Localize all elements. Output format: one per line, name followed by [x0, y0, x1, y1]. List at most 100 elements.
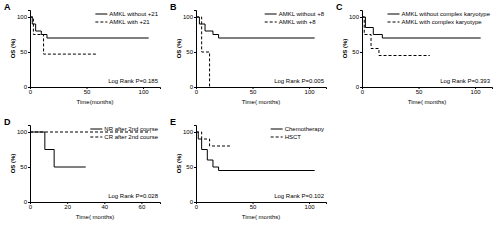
tick: 50 — [84, 87, 91, 95]
tick-mark — [28, 17, 30, 18]
tick: 50 — [186, 164, 196, 170]
x-axis: 050100 — [29, 87, 161, 95]
lines — [196, 17, 315, 87]
y-axis: 0 50 100 — [17, 126, 31, 206]
tick: 60 — [139, 202, 146, 210]
axis-line — [360, 11, 363, 88]
tick: 0 — [24, 84, 30, 90]
tick: 0 — [361, 87, 365, 95]
axis-line — [28, 11, 31, 88]
legend-label: CR after 2nd course — [104, 134, 158, 140]
tick-label: 0 — [24, 84, 28, 90]
x-axis-title: Time( months) — [408, 99, 446, 105]
tick-label: 50 — [20, 49, 27, 55]
panel-title: C — [336, 2, 343, 12]
lines — [196, 132, 315, 171]
tick-mark — [360, 87, 362, 88]
tick-label: 50 — [250, 89, 257, 95]
tick: 100 — [305, 87, 316, 95]
legend-swatch — [271, 129, 283, 130]
tick: 0 — [190, 84, 196, 90]
survival-line — [30, 132, 86, 167]
legend-entry: AMKL without complex karyotype — [388, 11, 491, 17]
tick-mark — [28, 52, 30, 53]
survival-line — [196, 17, 210, 87]
tick: 50 — [20, 164, 30, 170]
legend-label: HSCT — [285, 134, 302, 140]
x-axis: 0 50 100 — [195, 87, 327, 95]
y-axis-title: OS (%) — [10, 39, 16, 59]
legend-label: AMKL with +8 — [279, 19, 317, 25]
tick-label: 50 — [20, 164, 27, 170]
tick-label: 0 — [195, 204, 199, 210]
tick-label: 100 — [305, 89, 316, 95]
y-axis-title: OS (%) — [176, 39, 182, 59]
tick-mark — [194, 52, 196, 53]
panel: E050100050100Time( months)OS (%)Chemothe… — [170, 117, 327, 220]
tick-mark — [194, 87, 196, 88]
legend-label: AMKL with complex karyotype — [402, 19, 483, 25]
tick: 0 — [195, 87, 199, 95]
legend-swatch — [95, 22, 107, 23]
tick-mark — [194, 167, 196, 168]
plot: 050100050100Time( months)OS (%)Chemother… — [176, 126, 327, 221]
tick-label: 50 — [352, 49, 359, 55]
panel: A050100050100Time(months)OS (%)AMKL with… — [4, 2, 161, 105]
tick: 100 — [471, 87, 482, 95]
legend-label: AMKL without +8 — [279, 11, 325, 17]
survival-line — [30, 17, 98, 54]
y-axis: 0 50 100 — [17, 11, 31, 91]
tick: 50 — [20, 49, 30, 55]
plot: 050100050100Time( months)OS (%)AMKL with… — [176, 11, 327, 106]
tick: 50 — [250, 87, 257, 95]
tick: 100 — [17, 129, 30, 135]
y-axis-title: OS (%) — [176, 154, 182, 174]
x-axis-title: Time( months) — [242, 214, 280, 220]
tick-label: 20 — [64, 204, 71, 210]
tick: 100 — [183, 129, 196, 135]
tick: 20 — [64, 202, 71, 210]
legend-label: Chemotherapy — [285, 126, 324, 132]
tick-mark — [28, 87, 30, 88]
legend-swatch — [265, 22, 277, 23]
tick: 50 — [352, 49, 362, 55]
tick: 50 — [186, 49, 196, 55]
legend-label: AMKL without +21 — [109, 11, 158, 17]
plot: 0 50 1000 50 100 Time(months) OS (%) AMKL witho… — [10, 11, 161, 106]
tick: 0 — [29, 202, 33, 210]
x-axis: 0204060 — [29, 202, 161, 210]
y-axis-title: OS (%) — [10, 154, 16, 174]
x-axis-title: Time(months) — [77, 99, 114, 105]
legend-swatch — [388, 22, 400, 23]
legend-entry: AMKL with +8 — [265, 19, 317, 25]
survival-line — [196, 132, 230, 146]
tick-label: 0 — [190, 84, 194, 90]
legend-label: AMKL with +21 — [109, 19, 150, 25]
tick-label: 0 — [190, 199, 194, 205]
tick: 0 — [24, 199, 30, 205]
figure: A050100050100Time(months)OS (%)AMKL with… — [0, 0, 500, 231]
panel: C050100050100Time( months)OS (%)AMKL wit… — [336, 2, 493, 105]
legend-entry: HSCT — [271, 134, 302, 140]
tick: 100 — [183, 14, 196, 20]
tick-label: 50 — [84, 89, 91, 95]
tick-mark — [194, 17, 196, 18]
tick-label: 0 — [195, 89, 199, 95]
y-axis: 0 50 100 — [183, 11, 197, 91]
tick-label: 100 — [183, 129, 194, 135]
legend-swatch — [265, 14, 277, 15]
tick-label: 50 — [250, 204, 257, 210]
tick: 0 — [29, 87, 33, 95]
legend-entry: AMKL with complex karyotype — [388, 19, 483, 25]
tick: 100 — [17, 14, 30, 20]
tick: 0 — [190, 199, 196, 205]
axis-line — [28, 126, 31, 203]
tick-label: 0 — [24, 199, 28, 205]
legend-swatch — [90, 129, 102, 130]
x-axis: 050100 — [195, 202, 327, 210]
tick-label: 0 — [356, 84, 360, 90]
y-axis: 050100 — [349, 11, 363, 91]
tick-mark — [28, 132, 30, 133]
annotation: Log Rank P=0.028 — [108, 193, 159, 199]
tick-label: 0 — [29, 89, 33, 95]
